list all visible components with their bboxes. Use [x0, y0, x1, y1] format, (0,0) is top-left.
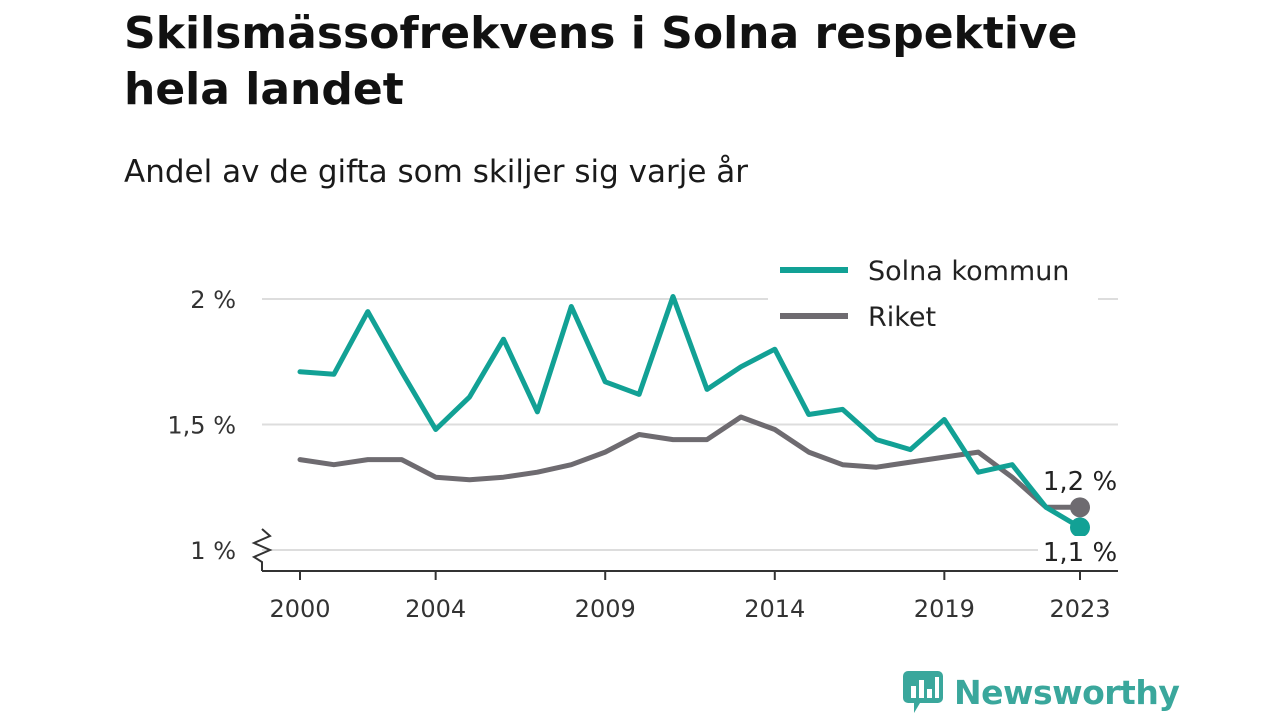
axes: 1 % 1,5 % 2 % 2000 2004 2009 2014 2019 2023 [167, 286, 1118, 623]
y-tick-label-0: 1 % [190, 537, 236, 565]
series-lines [297, 294, 1090, 538]
newsworthy-chat-bar-icon [903, 671, 943, 713]
x-tick-label-0: 2000 [269, 595, 330, 623]
end-labels: 1,2 % 1,1 % [1038, 467, 1122, 568]
legend-label-riket: Riket [868, 302, 936, 333]
legend: Solna kommun Riket [768, 250, 1098, 342]
newsworthy-logo-text: Newsworthy [954, 672, 1180, 712]
legend-label-solna-kommun: Solna kommun [868, 256, 1069, 287]
end-label-riket: 1,2 % [1043, 467, 1117, 497]
chart-title: Skilsmässofrekvens i Solna respektive he… [124, 8, 1078, 115]
y-tick-label-1: 1,5 % [167, 412, 236, 440]
newsworthy-logo: Newsworthy [902, 670, 1180, 714]
chart-subtitle: Andel av de gifta som skiljer sig varje … [124, 154, 748, 190]
end-label-solna-kommun: 1,1 % [1043, 538, 1117, 568]
series-line-solna-kommun [297, 294, 1083, 530]
x-tick-label-1: 2004 [405, 595, 466, 623]
end-label-solna-backing [1038, 536, 1122, 566]
end-marker-solna-kommun [1070, 517, 1090, 538]
series-line-riket [297, 414, 1083, 510]
y-tick-label-2: 2 % [190, 286, 236, 314]
end-marker-riket [1070, 497, 1090, 518]
x-tick-label-2: 2009 [575, 595, 636, 623]
x-tick-label-5: 2023 [1049, 595, 1110, 623]
legend-background [768, 250, 1098, 342]
x-tick-label-4: 2019 [914, 595, 975, 623]
y-axis-break [251, 528, 273, 571]
x-tick-label-3: 2014 [744, 595, 805, 623]
